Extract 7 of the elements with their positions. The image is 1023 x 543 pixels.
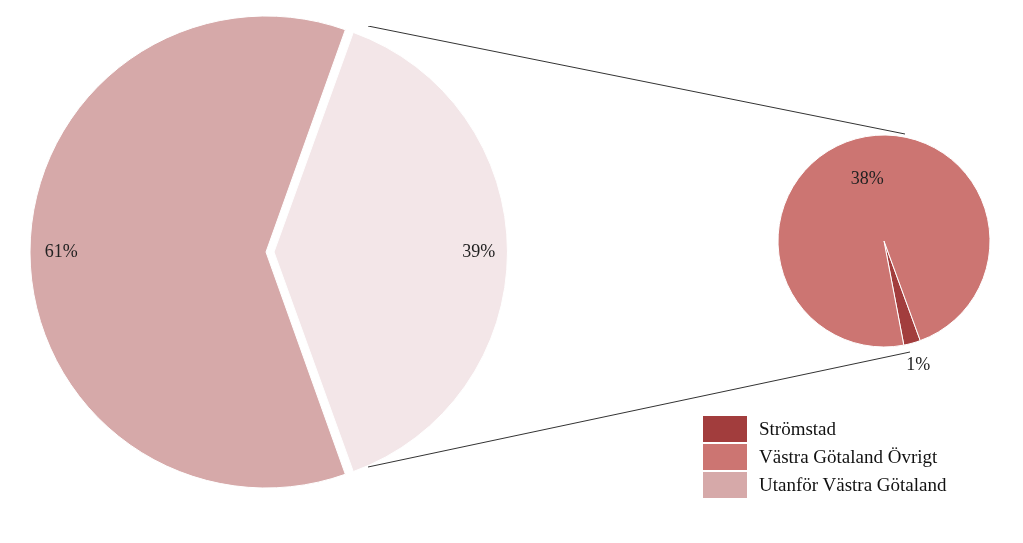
legend-label: Västra Götaland Övrigt <box>759 445 938 469</box>
data-label: 1% <box>906 354 931 375</box>
data-label: 38% <box>850 168 884 189</box>
legend-label: Strömstad <box>759 417 837 441</box>
data-label: 61% <box>44 240 78 261</box>
data-label: 39% <box>462 240 496 261</box>
legend-label: Utanför Västra Götaland <box>759 473 947 497</box>
